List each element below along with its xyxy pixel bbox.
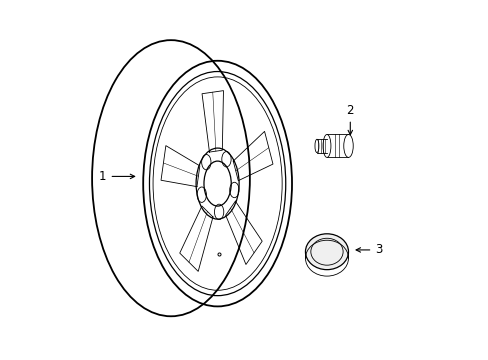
Text: 3: 3 <box>355 243 382 256</box>
Text: 1: 1 <box>99 170 134 183</box>
Ellipse shape <box>305 234 348 270</box>
Text: 2: 2 <box>346 104 353 135</box>
